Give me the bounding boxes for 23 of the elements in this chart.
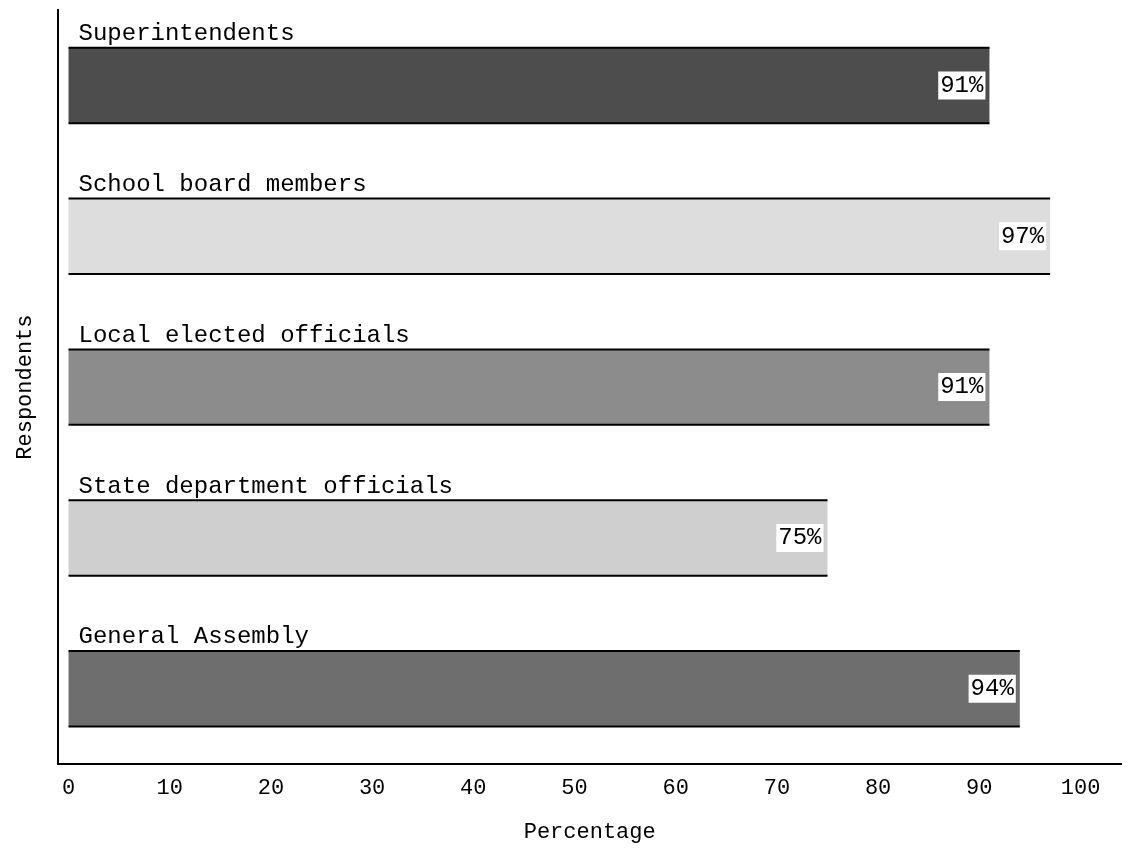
y-tick-label: Superintendents — [78, 20, 295, 48]
x-tick-label: 30 — [358, 776, 386, 802]
x-tick-label: 100 — [1060, 776, 1101, 802]
y-tick-label: General Assembly — [78, 623, 309, 651]
x-tick-label: 10 — [156, 776, 183, 802]
x-tick-label: 80 — [864, 776, 892, 802]
y-tick-label: State department officials — [78, 472, 453, 500]
data-label: 97% — [1000, 222, 1045, 250]
data-label: 91% — [940, 71, 985, 99]
data-label: 94% — [970, 675, 1015, 703]
x-axis-title: Percentage — [523, 819, 656, 845]
x-tick-label: 70 — [763, 776, 791, 802]
x-tick-label: 20 — [257, 776, 285, 802]
x-tick-label: 50 — [561, 776, 588, 802]
data-label: 75% — [778, 524, 823, 552]
x-tick-label: 40 — [460, 776, 487, 802]
x-tick-label: 60 — [662, 776, 689, 802]
data-label: 91% — [940, 373, 985, 401]
y-axis-title: Respondents — [13, 314, 39, 460]
x-tick-label: 90 — [966, 776, 993, 802]
y-tick-label: Local elected officials — [78, 321, 410, 349]
x-tick-label: 0 — [61, 776, 76, 802]
y-tick-label: School board members — [78, 170, 367, 198]
